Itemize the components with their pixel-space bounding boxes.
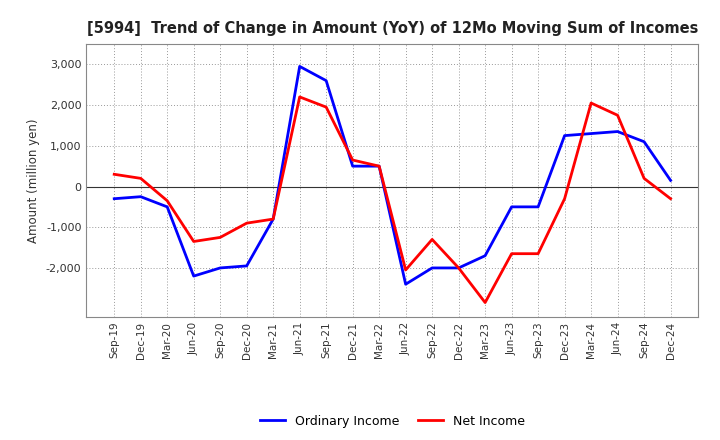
Net Income bbox=[428, 237, 436, 242]
Ordinary Income bbox=[163, 204, 171, 209]
Net Income bbox=[560, 196, 569, 202]
Net Income bbox=[640, 176, 649, 181]
Ordinary Income bbox=[348, 164, 357, 169]
Net Income bbox=[401, 268, 410, 273]
Ordinary Income bbox=[189, 273, 198, 279]
Ordinary Income bbox=[136, 194, 145, 199]
Net Income bbox=[189, 239, 198, 244]
Ordinary Income bbox=[401, 282, 410, 287]
Net Income bbox=[613, 113, 622, 118]
Ordinary Income bbox=[322, 78, 330, 83]
Net Income bbox=[587, 100, 595, 106]
Ordinary Income bbox=[481, 253, 490, 258]
Ordinary Income bbox=[428, 265, 436, 271]
Ordinary Income bbox=[216, 265, 225, 271]
Ordinary Income bbox=[640, 139, 649, 144]
Net Income bbox=[110, 172, 119, 177]
Net Income bbox=[348, 158, 357, 163]
Net Income bbox=[508, 251, 516, 257]
Net Income bbox=[295, 94, 304, 99]
Net Income bbox=[666, 196, 675, 202]
Ordinary Income bbox=[110, 196, 119, 202]
Line: Ordinary Income: Ordinary Income bbox=[114, 66, 670, 284]
Ordinary Income bbox=[508, 204, 516, 209]
Ordinary Income bbox=[587, 131, 595, 136]
Net Income bbox=[163, 198, 171, 203]
Ordinary Income bbox=[560, 133, 569, 138]
Ordinary Income bbox=[269, 216, 277, 222]
Net Income bbox=[243, 220, 251, 226]
Ordinary Income bbox=[243, 263, 251, 268]
Ordinary Income bbox=[534, 204, 542, 209]
Line: Net Income: Net Income bbox=[114, 97, 670, 303]
Net Income bbox=[216, 235, 225, 240]
Title: [5994]  Trend of Change in Amount (YoY) of 12Mo Moving Sum of Incomes: [5994] Trend of Change in Amount (YoY) o… bbox=[86, 21, 698, 36]
Net Income bbox=[481, 300, 490, 305]
Ordinary Income bbox=[295, 64, 304, 69]
Y-axis label: Amount (million yen): Amount (million yen) bbox=[27, 118, 40, 242]
Net Income bbox=[269, 216, 277, 222]
Ordinary Income bbox=[375, 164, 384, 169]
Net Income bbox=[136, 176, 145, 181]
Ordinary Income bbox=[666, 178, 675, 183]
Net Income bbox=[322, 104, 330, 110]
Net Income bbox=[454, 265, 463, 271]
Net Income bbox=[534, 251, 542, 257]
Net Income bbox=[375, 164, 384, 169]
Legend: Ordinary Income, Net Income: Ordinary Income, Net Income bbox=[255, 411, 530, 433]
Ordinary Income bbox=[454, 265, 463, 271]
Ordinary Income bbox=[613, 129, 622, 134]
